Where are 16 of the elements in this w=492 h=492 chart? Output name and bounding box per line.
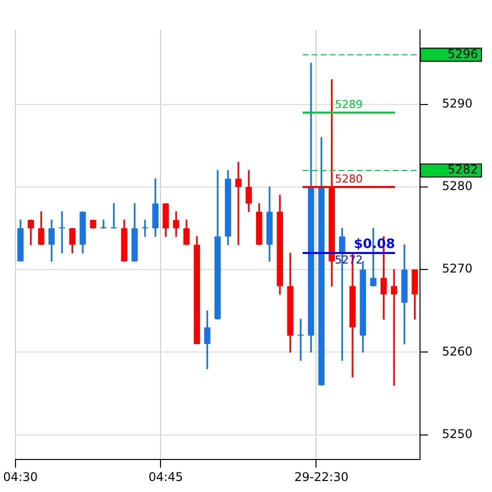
candlestick [100, 220, 107, 229]
ref-line-label: 5296 [447, 46, 478, 61]
x-tick-label: 04:45 [148, 470, 184, 484]
candlestick [390, 269, 398, 386]
y-tick-label: 5270 [442, 262, 473, 276]
y-tick-label: 5260 [442, 344, 473, 358]
ref-line-label: 5289 [334, 98, 363, 111]
y-tick-label: 5290 [442, 96, 473, 110]
candlestick [58, 211, 66, 254]
x-tick-label: 29-22:30 [294, 470, 349, 484]
candlestick [142, 220, 148, 237]
x-tick-label: 04:30 [3, 470, 38, 484]
y-tick-label: 5250 [442, 426, 473, 441]
ref-line-label: 5282 [447, 162, 478, 177]
y-tick-label: 5280 [442, 179, 473, 194]
ref-line-label: 5280 [334, 172, 363, 186]
